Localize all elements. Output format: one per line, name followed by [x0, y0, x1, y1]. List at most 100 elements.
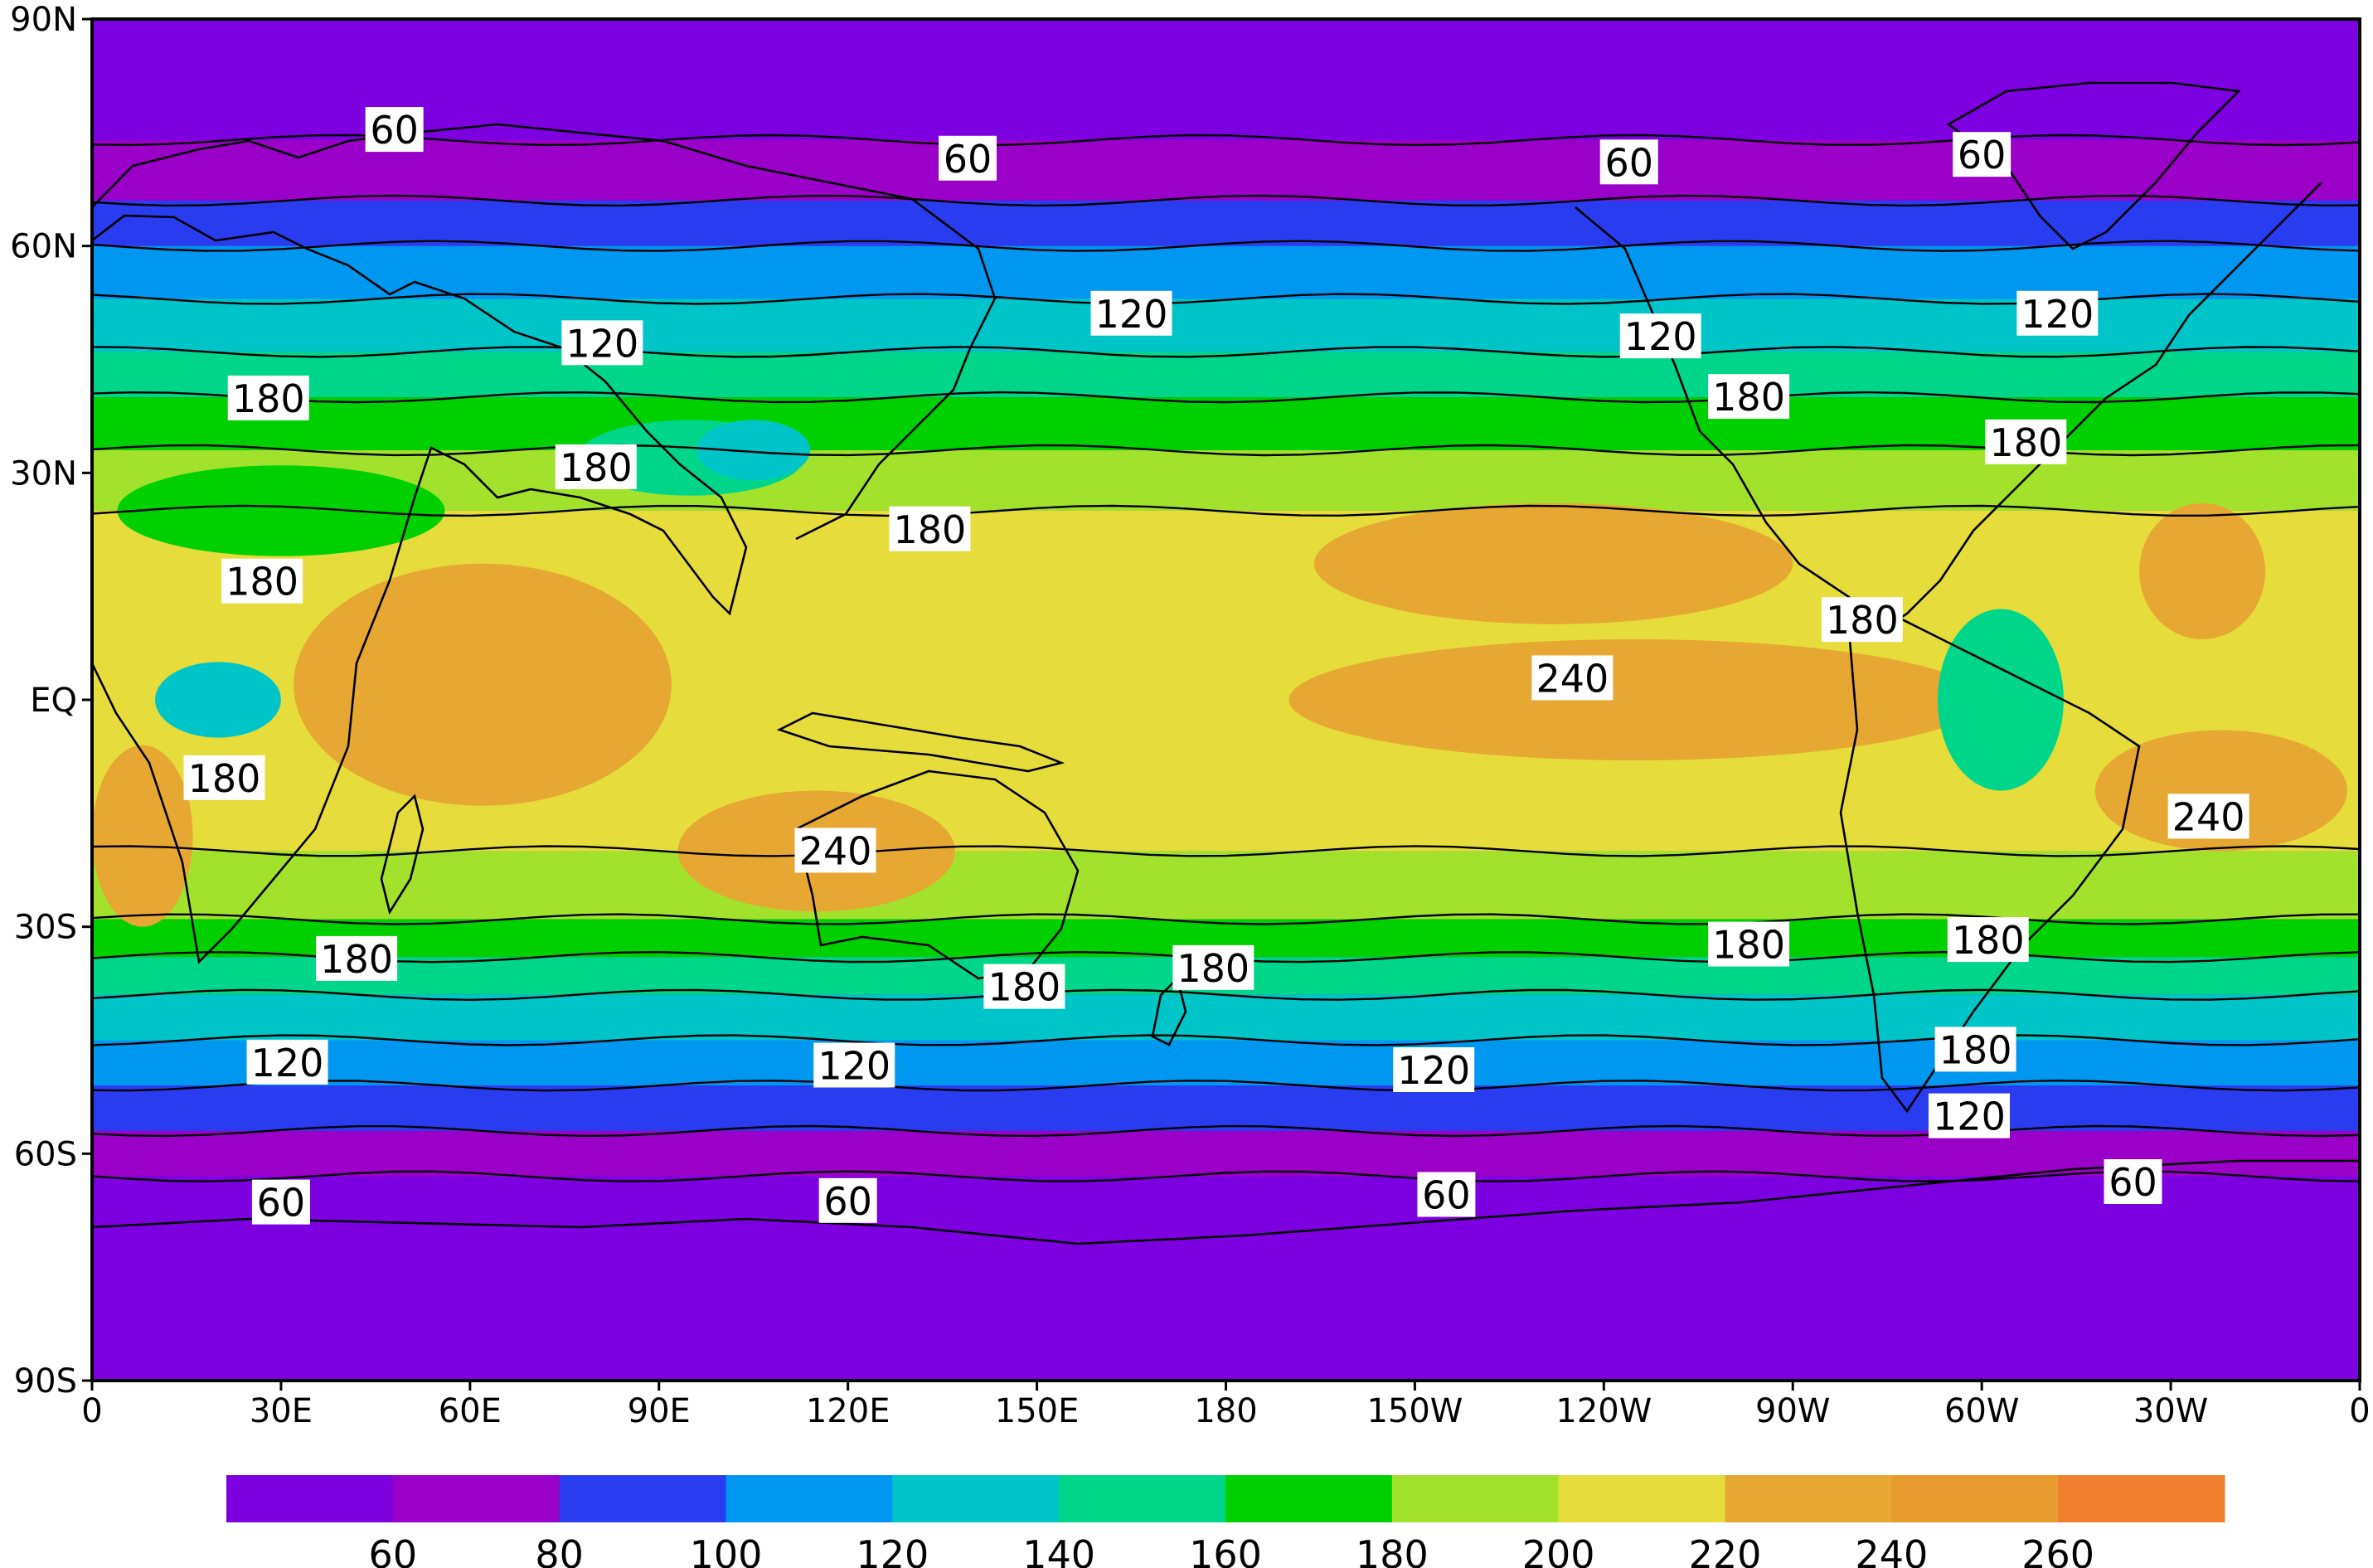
contour-label-box [1708, 374, 1790, 420]
contour-label-box [1531, 655, 1614, 701]
contour-label: 120 [1928, 1093, 2010, 1139]
contour-label-box [2016, 290, 2099, 336]
contour-label-box [1934, 1027, 2016, 1072]
shading-region [2094, 730, 2347, 852]
coastline-north-eurasia [92, 123, 997, 541]
colorbar-tick-label: 120 [856, 1532, 929, 1568]
contour-label: 180 [1947, 917, 2029, 963]
contour-label-text: 180 [232, 376, 305, 421]
colorbar-swatch [1391, 1475, 1560, 1522]
contour-label: 120 [1393, 1046, 1475, 1093]
contour-label-box [1953, 132, 2011, 177]
contour-label-text: 180 [1177, 946, 1250, 991]
contour-label: 120 [813, 1042, 895, 1089]
x-tick-label: 60E [439, 1392, 502, 1430]
contour-label: 180 [1821, 597, 1903, 643]
contour-label-text: 240 [1536, 656, 1609, 701]
x-tick-label: 30W [2133, 1392, 2208, 1430]
contour-label-text: 240 [2172, 794, 2245, 839]
contour-label-box [1821, 597, 1903, 643]
contour-label-box [2167, 794, 2249, 839]
contour-label: 120 [246, 1039, 328, 1085]
contour-label: 180 [316, 935, 398, 982]
contour-label-text: 60 [823, 1179, 872, 1224]
contour-label-text: 180 [1989, 420, 2062, 465]
x-tick-label: 0 [81, 1392, 102, 1430]
contour-label-box [1708, 921, 1790, 967]
y-tick-label: 30S [14, 909, 77, 947]
coastline-africa-eurasia [92, 214, 748, 964]
contour-label-box [561, 320, 643, 366]
shading-band [92, 851, 2360, 920]
shading-region [1937, 609, 2064, 791]
contour-line [92, 913, 2360, 925]
contour-label-box [251, 1179, 310, 1225]
contour-line [92, 444, 2360, 457]
contour-label: 180 [1708, 374, 1790, 420]
contour-labels: 60 60 60 60 120 120 120 120 180 180 180 180 180 180 18… [183, 107, 2249, 1226]
contour-label-text: 180 [1952, 918, 2025, 963]
colorbar-tick-label: 200 [1522, 1532, 1595, 1568]
x-tick-label: 150E [995, 1392, 1080, 1430]
x-tick-label: 180 [1194, 1392, 1257, 1430]
contour-label: 180 [1985, 419, 2067, 465]
x-axis: 0 30E 60E 90E 120E 150E 180 150W 120W 90W 60W 30W 0 [81, 1381, 2371, 1430]
coastline-north-america [1575, 182, 2322, 632]
contour-label-box [183, 755, 265, 800]
colorbar-swatch [1558, 1475, 1725, 1522]
shading-band [92, 994, 2360, 1041]
contour-line [92, 988, 2360, 1002]
colorbar-swatch [1059, 1475, 1226, 1522]
contour-line [92, 845, 2360, 857]
shading-region [1288, 639, 1982, 760]
coastline-indonesia [776, 711, 1065, 773]
contour-label: 180 [983, 964, 1065, 1010]
contour-label: 60 [365, 107, 424, 153]
coastline-madagascar [380, 794, 425, 915]
contour-label-text: 180 [1939, 1027, 2012, 1072]
y-tick-label: 60S [14, 1135, 77, 1173]
shading-band [92, 200, 2360, 246]
contour-label-box [983, 964, 1065, 1009]
contour-label: 180 [1934, 1027, 2016, 1072]
contour-line [92, 194, 2360, 207]
shading-band [92, 1176, 2360, 1381]
contour-label-box [889, 506, 971, 551]
contour-label-text: 180 [894, 507, 967, 552]
contour-line [92, 293, 2360, 305]
colorbar-swatch [226, 1475, 394, 1522]
contour-label-box [1985, 419, 2067, 464]
contour-label: 60 [818, 1177, 877, 1224]
contour-label-box [818, 1177, 877, 1223]
contour-label-box [221, 558, 303, 604]
y-tick-label: 90N [10, 1, 77, 39]
contour-label-box [813, 1042, 895, 1088]
shading-band [92, 1085, 2360, 1131]
contour-label-text: 180 [988, 965, 1060, 1010]
contour-label: 120 [2016, 290, 2099, 337]
contour-label-text: 60 [2109, 1160, 2157, 1205]
contour-label: 180 [555, 444, 637, 490]
contour-label-text: 180 [560, 445, 633, 490]
contour-label: 60 [939, 135, 997, 182]
contour-line [92, 1079, 2360, 1092]
contour-label-text: 120 [1933, 1095, 2006, 1139]
contour-label-text: 180 [188, 756, 261, 801]
shading-region [154, 662, 281, 738]
x-tick-label: 150W [1366, 1392, 1463, 1430]
colorbar-tick-label: 160 [1189, 1532, 1262, 1568]
contour-label-text: 120 [565, 321, 638, 366]
contour-label-box [555, 444, 637, 489]
contour-label-text: 180 [320, 937, 393, 982]
colorbar-swatch [892, 1475, 1060, 1522]
contour-label-text: 120 [2021, 292, 2094, 337]
contour-label-box [1393, 1046, 1475, 1092]
shading-region [294, 563, 672, 806]
contour-label-text: 60 [370, 108, 419, 153]
contour-label-box [1090, 290, 1172, 336]
colorbar-swatch [1725, 1475, 1892, 1522]
colorbar: 60 80 100 120 140 160 180 200 220 240 260 [226, 1475, 2225, 1568]
x-tick-label: 90E [628, 1392, 691, 1430]
contour-label: 120 [1619, 313, 1701, 359]
